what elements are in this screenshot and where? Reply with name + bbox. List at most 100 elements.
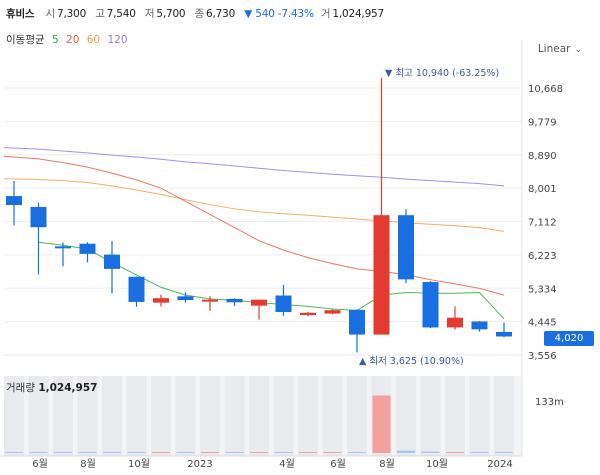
candle-body (79, 243, 96, 254)
candle-body (300, 312, 316, 316)
volume-axis-label: 133m (535, 397, 564, 408)
volume-bar (29, 452, 48, 453)
volume-column-bg (420, 376, 441, 456)
volume-bar (323, 452, 342, 453)
scale-dropdown[interactable]: Linear ⌄ (538, 43, 582, 55)
y-tick-label: 8,890 (528, 151, 557, 162)
y-tick-label: 7,112 (528, 218, 557, 229)
candle-body (496, 331, 512, 337)
quote-header: 휴비스 시 7,300 고 7,540 저 5,700 종 6,730 ▼ 540 -7… (6, 6, 390, 26)
ma20-legend[interactable]: 20 (66, 34, 80, 46)
volume-column-bg (200, 376, 220, 456)
x-tick-label: 2023 (187, 459, 212, 470)
x-tick-label: 6월 (32, 458, 48, 470)
volume-bar (176, 452, 195, 453)
volume-column-bg (126, 376, 147, 456)
candle-body (104, 254, 120, 269)
candle-body (373, 215, 390, 335)
volume-column-bg (28, 376, 49, 456)
current-price-badge: 4,020 (544, 331, 594, 346)
x-tick-label: 10월 (128, 458, 150, 470)
close-value: 6,730 (206, 8, 236, 20)
moving-average-legend: 이동평균 5 20 60 120 (6, 32, 132, 47)
volume-bar (201, 452, 219, 453)
volume-value: 1,024,957 (332, 8, 385, 20)
candle-body (153, 298, 169, 303)
ma5-legend[interactable]: 5 (51, 34, 59, 46)
x-tick-label: 10월 (426, 458, 448, 470)
x-tick-label: 8월 (80, 458, 96, 470)
change-value: ▼ 540 -7.43% (244, 8, 314, 20)
high-label: 고 (95, 8, 105, 20)
volume-bar (421, 451, 440, 453)
volume-bar (5, 452, 23, 453)
volume-column-bg (224, 376, 245, 456)
candle-body (128, 276, 145, 302)
candle-body (398, 215, 414, 280)
open-label: 시 (45, 8, 56, 20)
volume-column-bg (4, 376, 24, 456)
volume-column-bg (273, 376, 294, 456)
volume-bar (103, 452, 121, 453)
grid-lines (4, 87, 522, 356)
x-tick-label: 4월 (279, 458, 295, 470)
volume-bar (152, 452, 170, 453)
annotations: ▼ 최고 10,940 (-63.25%) ▲ 최저 3,625 (10.90%… (359, 68, 499, 367)
volume-column-bg (77, 376, 98, 456)
ma20-line (3, 155, 505, 296)
volume-column-bg (151, 376, 171, 456)
volume-bar (78, 452, 97, 453)
volume-bar (225, 452, 244, 453)
volume-column-bg (396, 376, 416, 456)
volume-column-bg (249, 376, 269, 456)
candle-body (6, 196, 22, 206)
volume-panel-title: 거래량 1,024,957 (6, 380, 97, 395)
candle-body (177, 296, 194, 301)
ma120-legend[interactable]: 120 (107, 34, 128, 46)
volume-bar (274, 452, 293, 453)
volume-bar (250, 452, 268, 453)
candle-body (422, 282, 439, 328)
high-value: 7,540 (106, 8, 136, 20)
ma60-legend[interactable]: 60 (86, 34, 101, 46)
volume-bar (127, 452, 146, 453)
volume-column-bg (469, 376, 490, 456)
candle-body (447, 317, 463, 328)
volume-bar (348, 452, 366, 453)
volume-label: 거 (320, 8, 331, 20)
volume-title-value: 1,024,957 (38, 382, 98, 394)
ma120-line (3, 147, 505, 187)
volume-column-bg (322, 376, 343, 456)
candle-body (226, 298, 243, 303)
volume-column-bg (445, 376, 465, 456)
y-tick-label: 5,334 (528, 284, 557, 295)
y-tick-label: 10,668 (528, 84, 563, 95)
volume-column-bg (347, 376, 367, 456)
candle-body (30, 206, 47, 228)
candle-body (275, 295, 292, 313)
stock-name: 휴비스 (6, 8, 35, 20)
volume-column-bg (53, 376, 73, 456)
candle-body (324, 310, 341, 314)
ma-legend-label: 이동평균 (6, 34, 45, 46)
low-label: 저 (144, 8, 155, 20)
volume-column-bg (494, 376, 514, 456)
y-tick-label: 9,779 (528, 117, 557, 128)
volume-bar (54, 452, 72, 453)
volume-column-bg (102, 376, 122, 456)
open-value: 7,300 (57, 8, 87, 20)
volume-bar (372, 395, 391, 453)
x-tick-label: 2024 (487, 459, 512, 470)
volume-bars (5, 395, 513, 453)
y-tick-label: 6,223 (528, 251, 557, 262)
scale-dropdown-label: Linear (537, 43, 571, 55)
candle-body (349, 309, 365, 335)
chevron-down-icon: ⌄ (574, 45, 582, 55)
candle-body (251, 299, 267, 306)
close-label: 종 (194, 8, 205, 20)
ma60-line (3, 178, 505, 232)
x-tick-label: 6월 (330, 458, 346, 470)
y-tick-label: 8,001 (528, 184, 557, 195)
volume-column-bg (298, 376, 318, 456)
